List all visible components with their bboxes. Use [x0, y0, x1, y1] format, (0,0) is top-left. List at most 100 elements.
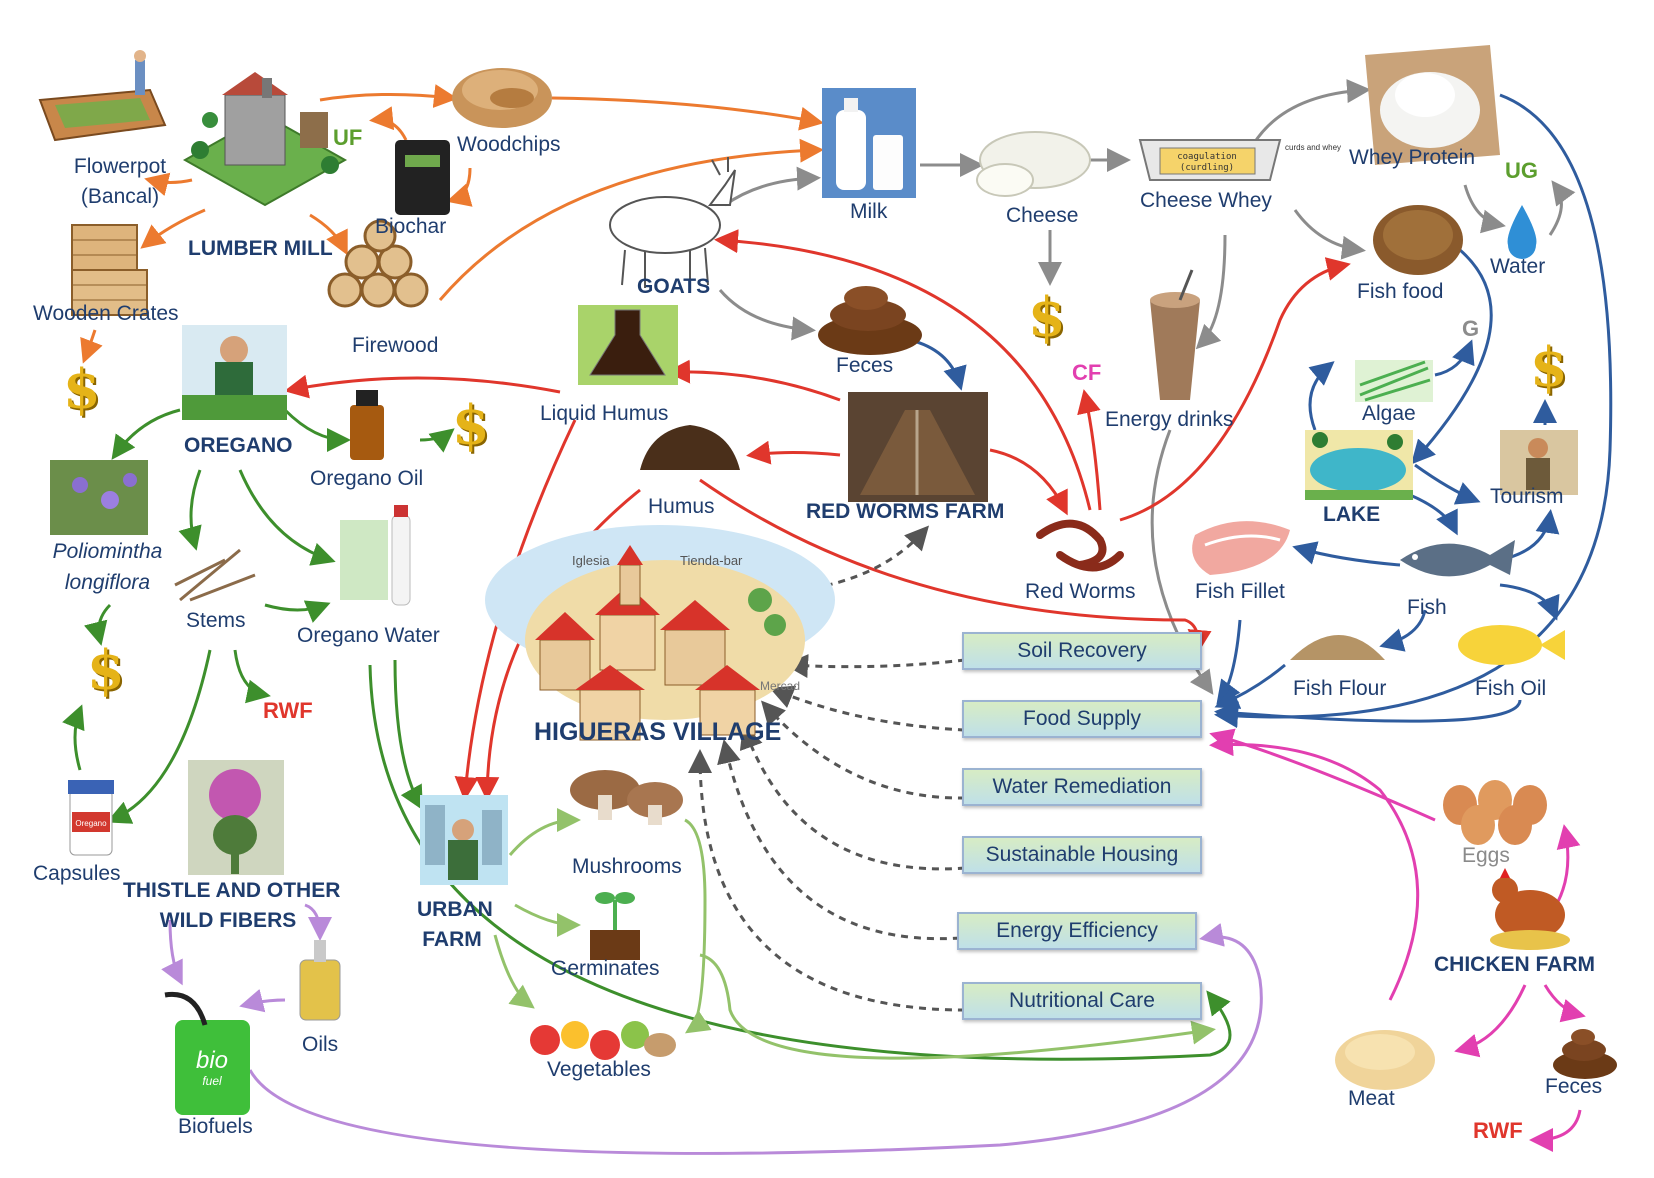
biofuels-label: Biofuels: [178, 1115, 253, 1138]
fish-food-image: [1373, 205, 1463, 275]
higueras-village-label: HIGUERAS VILLAGE: [534, 718, 782, 746]
goat-feces-image: [818, 286, 922, 355]
arrow-algae-g: [1434, 339, 1475, 377]
arrow-urban-vegetables: [493, 934, 535, 1009]
dollar-tourism: $: [1530, 335, 1568, 399]
link-housing: [739, 724, 966, 871]
arrow-capsules-dollar: [62, 704, 85, 771]
arrow-biochar-uf: [369, 106, 408, 141]
arrow-stems-rwf: [233, 649, 271, 704]
arrow-oils-biofuels: [239, 988, 286, 1013]
urban-farm-image: [420, 795, 508, 885]
urban-farm-label: URBAN FARM: [417, 898, 493, 951]
chicken-farm-label: CHICKEN FARM: [1434, 953, 1595, 976]
link-water: [760, 700, 966, 800]
arrow-chicken-meat: [1454, 984, 1527, 1058]
arrow-oregano-water: [238, 469, 336, 566]
arrow-feces-rwf: [1529, 1109, 1582, 1152]
firewood-image: [327, 219, 429, 308]
dollar-poliomintha: $: [87, 638, 125, 702]
red-worms-farm-label: RED WORMS FARM: [806, 500, 1005, 523]
svg-text:Iglesia: Iglesia: [572, 553, 610, 568]
tag-uf: UF: [333, 125, 363, 150]
link-nutrition: [688, 749, 966, 1012]
thistle-image: [188, 760, 284, 875]
fish-flour-image: [1290, 635, 1385, 660]
capsules-label: Capsules: [33, 862, 121, 885]
arrow-flour-food: [1214, 663, 1286, 709]
outcome-sustainable-housing: Sustainable Housing: [962, 836, 1202, 874]
meat-label: Meat: [1348, 1087, 1395, 1110]
goats-label: GOATS: [637, 275, 711, 298]
arrow-biofuels-energy: [248, 923, 1263, 1155]
biochar-image: [395, 140, 450, 215]
tag-rwf-stems: RWF: [263, 698, 313, 723]
arrow-protein-food: [1214, 93, 1613, 729]
svg-text:coagulation: coagulation: [1177, 152, 1237, 162]
arrow-water-nutrition: [368, 664, 1232, 1061]
cheese-whey-image: coagulation (curdling) curds and whey: [1138, 139, 1341, 181]
liquid-humus-label: Liquid Humus: [540, 402, 669, 425]
fish-label: Fish: [1407, 596, 1447, 619]
energy-drinks-image: [1150, 269, 1200, 400]
lumber-mill-label: LUMBER MILL: [188, 237, 333, 260]
arrow-mill-flowerpot: [144, 172, 193, 197]
village-image: Iglesia Tienda-bar Mercad: [485, 525, 835, 741]
oregano-image: [182, 325, 287, 420]
svg-text:Tienda-bar: Tienda-bar: [680, 553, 743, 568]
svg-text:(curdling): (curdling): [1180, 163, 1234, 173]
goat-feces-label: Feces: [836, 354, 894, 377]
wooden-crates-image: [71, 224, 148, 316]
arrow-chicken-feces: [1543, 984, 1586, 1023]
outcome-soil-recovery: Soil Recovery: [962, 632, 1202, 670]
woodchips-image: [452, 68, 552, 128]
svg-text:curds and whey: curds and whey: [1285, 143, 1341, 152]
link-food: [769, 685, 966, 732]
eggs-label: Eggs: [1462, 844, 1510, 867]
fish-food-label: Fish food: [1357, 280, 1444, 303]
outcome-food-supply: Food Supply: [962, 700, 1202, 738]
arrow-goats-feces: [718, 289, 816, 341]
tag-cf: CF: [1072, 360, 1102, 385]
arrow-farm-worms: [989, 448, 1068, 516]
arrow-mill-firewood: [309, 213, 348, 256]
milk-label: Milk: [850, 200, 888, 223]
arrow-water-ug: [1548, 180, 1576, 236]
arrow-mill-woodchips: [319, 84, 458, 108]
arrow-fish-fillet: [1292, 541, 1401, 567]
arrow-farm-liquid: [666, 359, 841, 402]
arrow-bracket-energy: [699, 953, 1216, 1060]
arrow-whey-energy: [1195, 234, 1227, 350]
chicken-image: [1490, 868, 1570, 950]
arrow-poliomintha-dollar: [83, 603, 112, 646]
outcome-water-remediation: Water Remediation: [962, 768, 1202, 806]
arrow-mushrooms-veg: [684, 818, 712, 1034]
arrow-thistle-biofuels: [161, 919, 183, 986]
dollar-cheese: $: [1028, 285, 1066, 349]
milk-image: [822, 88, 916, 198]
firewood-label: Firewood: [352, 334, 439, 357]
oils-label: Oils: [302, 1033, 339, 1056]
biochar-label: Biochar: [375, 215, 447, 238]
biofuels-image: bio fuel: [164, 991, 250, 1115]
arrow-oregano-oil: [283, 408, 351, 452]
capsules-image: Oregano: [68, 780, 114, 856]
arrow-fish-flour: [1379, 609, 1427, 652]
oregano-water-label: Oregano Water: [297, 624, 440, 647]
water-drop-image: [1507, 205, 1537, 259]
whey-protein-image: [1365, 45, 1500, 165]
arrow-crates-dollar: [80, 329, 103, 364]
arrow-urban-mushrooms: [508, 808, 581, 856]
meat-image: [1335, 1030, 1435, 1090]
oregano-oil-label: Oregano Oil: [310, 467, 424, 490]
red-worms-farm-image: [848, 392, 988, 502]
fish-flour-label: Fish Flour: [1293, 677, 1387, 700]
arrow-woodchips-biochar: [446, 167, 473, 207]
germinates-label: Germinates: [551, 957, 660, 980]
flowerpot-label: Flowerpot (Bancal): [73, 155, 167, 208]
svg-text:fuel: fuel: [202, 1074, 222, 1088]
whey-protein-label: Whey Protein: [1349, 146, 1476, 169]
cheese-image: [976, 131, 1091, 197]
